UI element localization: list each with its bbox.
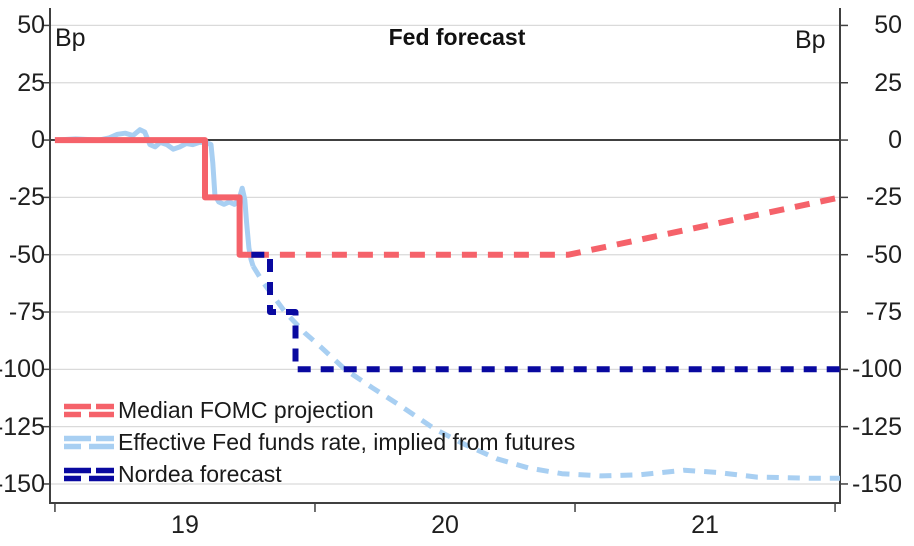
y-tick-label-left: 50 <box>17 11 45 40</box>
y-tick-label-left: -50 <box>8 240 45 269</box>
axes <box>49 8 841 504</box>
y-tick-label-right: -75 <box>865 298 902 327</box>
y-tick-label-right: -50 <box>865 240 902 269</box>
y-tick-label-left: 0 <box>31 126 45 155</box>
legend-item: Median FOMC projection <box>64 394 575 426</box>
axis-ticks <box>42 24 848 512</box>
y-tick-label-right: 0 <box>888 126 902 155</box>
x-tick-label: 19 <box>171 511 199 539</box>
x-tick-label: 20 <box>431 511 459 539</box>
legend-item: Effective Fed funds rate, implied from f… <box>64 426 575 458</box>
chart-title: Fed forecast <box>388 24 526 50</box>
series-line <box>250 264 840 481</box>
legend-swatch <box>64 403 114 417</box>
legend: Median FOMC projection Effective Fed fund… <box>64 394 575 490</box>
legend-swatch <box>64 467 114 481</box>
legend-item: Nordea forecast <box>64 458 575 490</box>
y-tick-label-left: -125 <box>0 412 45 441</box>
y-tick-label-left: 25 <box>17 68 45 97</box>
series-line <box>54 127 256 267</box>
y-tick-label-left: -150 <box>0 469 45 498</box>
series-lines <box>54 127 841 481</box>
y-tick-label-left: -25 <box>8 183 45 212</box>
y-tick-label-right: -150 <box>851 469 902 498</box>
series-line <box>253 194 841 258</box>
y-axis-unit-right: Bp <box>795 26 826 54</box>
y-axis-unit-left: Bp <box>55 24 86 52</box>
y-tick-label-right: -25 <box>865 183 902 212</box>
y-tick-label-right: -125 <box>851 412 902 441</box>
legend-label: Nordea forecast <box>118 460 282 487</box>
series-line <box>54 137 254 258</box>
y-tick-label-right: 50 <box>874 11 902 40</box>
y-tick-label-right: 25 <box>874 68 902 97</box>
x-tick-label: 21 <box>691 511 719 539</box>
legend-label: Median FOMC projection <box>118 396 374 423</box>
y-tick-label-left: -75 <box>8 298 45 327</box>
legend-label: Effective Fed funds rate, implied from f… <box>118 428 576 455</box>
y-tick-label-right: -100 <box>851 355 902 384</box>
y-tick-label-left: -100 <box>0 355 45 384</box>
legend-swatch <box>64 435 114 449</box>
